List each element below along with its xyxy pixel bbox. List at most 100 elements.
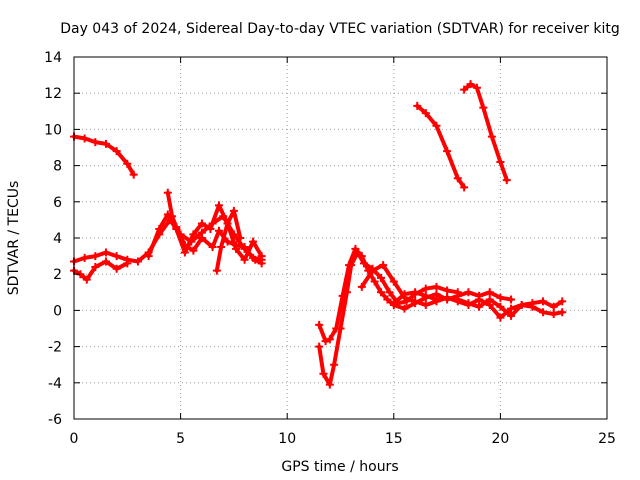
x-tick-label: 25 [598, 431, 616, 447]
data-point [502, 176, 511, 185]
series-line [72, 259, 130, 282]
data-point [172, 223, 181, 232]
y-tick-label: 4 [53, 231, 62, 247]
data-point [549, 302, 558, 311]
data-point [197, 234, 206, 242]
data-point [472, 83, 481, 92]
data-point [453, 174, 462, 183]
data-point [91, 252, 100, 261]
data-point [377, 273, 386, 282]
data-point [319, 369, 328, 378]
data-point [453, 288, 462, 297]
data-point [487, 132, 496, 141]
data-point [368, 266, 377, 275]
data-point [558, 297, 567, 306]
data-point [496, 157, 505, 166]
data-point [123, 259, 132, 268]
data-point [236, 234, 245, 242]
data-point [475, 302, 484, 311]
data-point [249, 237, 258, 246]
data-point [223, 237, 232, 246]
series-sat-track-1 [70, 132, 138, 179]
data-point [214, 226, 223, 235]
y-tick-labels: -6 -4 -2 0 2 4 6 8 10 12 14 [44, 50, 62, 428]
data-point [539, 308, 548, 317]
data-point [112, 147, 121, 156]
axis-ticks [73, 56, 608, 420]
data-point [443, 147, 452, 156]
y-tick-label: 12 [44, 86, 62, 102]
data-point [189, 230, 198, 239]
x-tick-labels: 0 5 10 15 20 25 [70, 431, 616, 447]
chart-title: Day 043 of 2024, Sidereal Day-to-day VTE… [60, 21, 620, 37]
data-point [91, 138, 100, 147]
data-point [212, 266, 221, 275]
data-point [82, 275, 91, 284]
data-point [206, 224, 215, 233]
data-point [325, 335, 334, 344]
data-point [421, 284, 430, 293]
x-tick-label: 5 [176, 431, 185, 447]
data-point [315, 320, 324, 329]
data-point [385, 288, 394, 297]
y-tick-label: -4 [48, 376, 62, 392]
data-point [496, 302, 505, 311]
data-point [223, 219, 232, 228]
data-point [208, 243, 217, 252]
series-line [415, 103, 467, 190]
data-point [413, 101, 422, 110]
data-point [466, 80, 475, 89]
data-point [217, 243, 226, 252]
data-point [528, 302, 537, 311]
data-point [443, 293, 452, 302]
data-point [180, 248, 189, 257]
data-point [485, 288, 494, 297]
data-point [330, 360, 339, 369]
data-point [464, 288, 473, 297]
data-point [496, 293, 505, 302]
x-axis-title: GPS time / hours [281, 459, 398, 475]
data-point [432, 282, 441, 291]
y-tick-label: 6 [53, 195, 62, 211]
data-point [80, 253, 89, 262]
series-line [72, 134, 136, 177]
data-point [342, 288, 351, 297]
data-series [70, 80, 567, 389]
data-point [411, 297, 420, 306]
y-tick-label: 10 [44, 122, 62, 138]
data-point [189, 246, 198, 255]
series-sat-track-5 [163, 188, 266, 264]
data-point [240, 243, 249, 252]
data-point [197, 219, 206, 228]
series-sat-track-6 [212, 206, 245, 275]
data-point [549, 310, 558, 319]
data-point [389, 277, 398, 286]
data-point [357, 282, 366, 291]
y-axis-title: SDTVAR / TECUs [6, 181, 22, 296]
y-tick-label: -6 [48, 412, 62, 428]
x-tick-label: 10 [278, 431, 296, 447]
data-point [112, 252, 121, 261]
data-point [377, 288, 386, 297]
data-point [517, 300, 526, 309]
data-point [389, 299, 398, 308]
data-point [101, 139, 110, 148]
data-point [347, 261, 356, 270]
data-point [257, 255, 266, 264]
data-point [507, 304, 516, 313]
data-point [129, 170, 138, 179]
data-point [163, 188, 172, 197]
data-point [421, 291, 430, 300]
data-point [507, 295, 516, 304]
x-tick-label: 0 [70, 431, 79, 447]
data-point [315, 342, 324, 351]
y-tick-label: 8 [53, 159, 62, 175]
data-point [240, 255, 249, 264]
data-point [359, 259, 368, 268]
data-point [133, 257, 142, 266]
data-point [325, 380, 334, 389]
data-point [400, 290, 409, 299]
data-point [321, 337, 330, 346]
data-point [101, 248, 110, 257]
